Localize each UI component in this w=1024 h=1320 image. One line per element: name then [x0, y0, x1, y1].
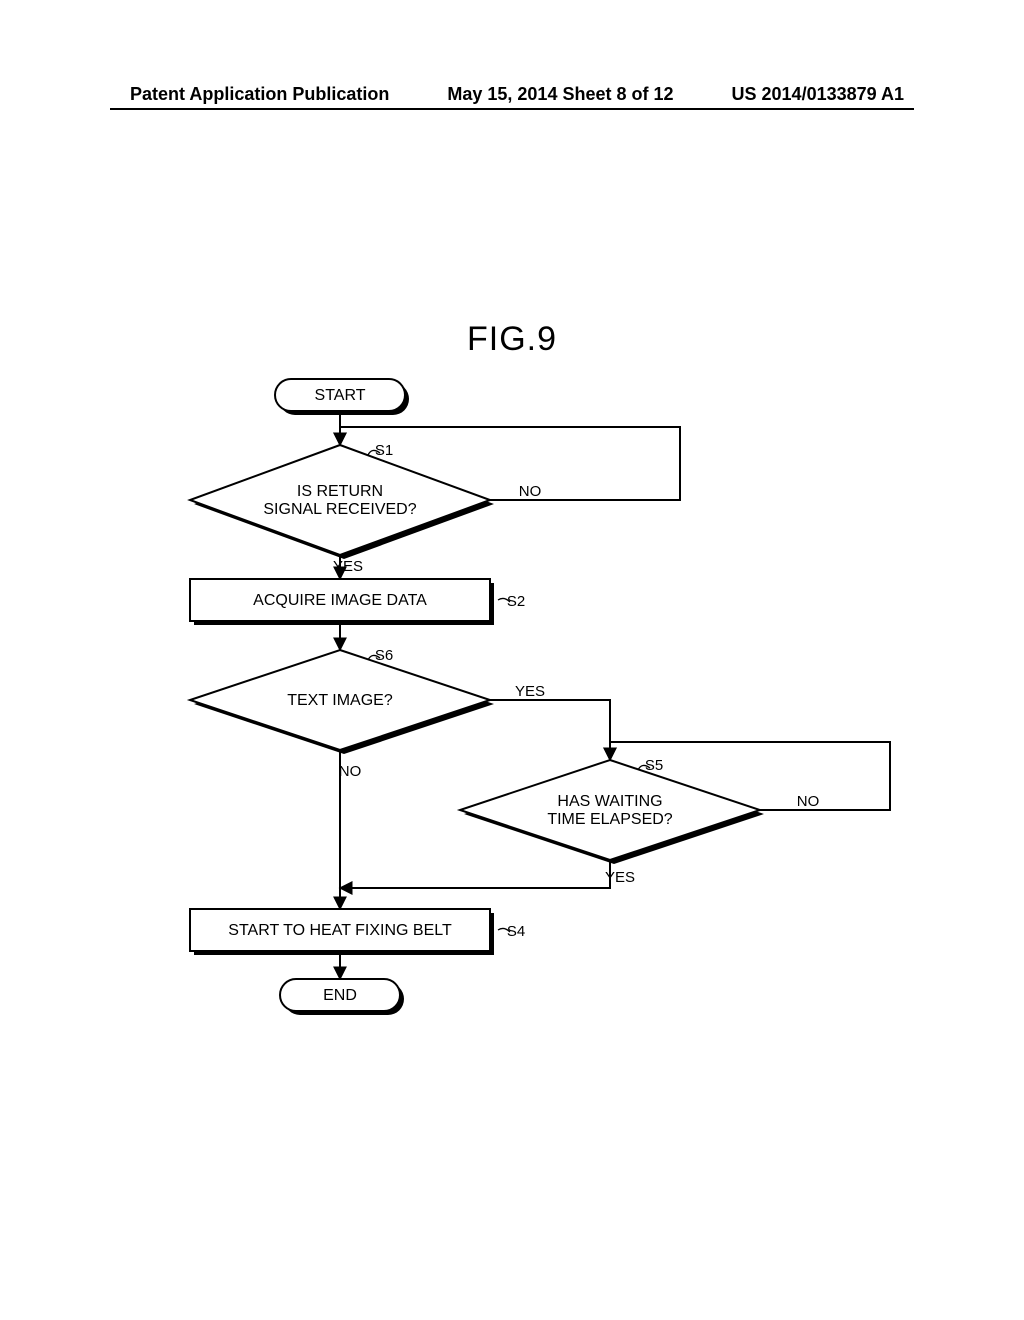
svg-text:S6: S6 [375, 647, 393, 664]
svg-text:TEXT IMAGE?: TEXT IMAGE? [287, 692, 393, 709]
svg-text:IS RETURN: IS RETURN [297, 483, 383, 500]
svg-text:END: END [323, 987, 357, 1004]
svg-text:S5: S5 [645, 757, 663, 774]
header-left: Patent Application Publication [130, 84, 389, 105]
svg-text:YES: YES [605, 869, 635, 886]
header-divider [110, 108, 914, 110]
header-right: US 2014/0133879 A1 [732, 84, 904, 105]
svg-text:START: START [315, 387, 366, 404]
svg-text:HAS WAITING: HAS WAITING [557, 793, 662, 810]
figure-title: FIG.9 [0, 320, 1024, 359]
svg-text:YES: YES [333, 558, 363, 575]
svg-text:S4: S4 [507, 923, 525, 940]
svg-text:NO: NO [797, 793, 820, 810]
page-header: Patent Application Publication May 15, 2… [0, 84, 1024, 105]
header-center: May 15, 2014 Sheet 8 of 12 [447, 84, 673, 105]
svg-text:START TO HEAT FIXING BELT: START TO HEAT FIXING BELT [228, 922, 452, 939]
patent-page: Patent Application Publication May 15, 2… [0, 0, 1024, 1320]
svg-text:YES: YES [515, 683, 545, 700]
svg-text:ACQUIRE IMAGE DATA: ACQUIRE IMAGE DATA [253, 592, 427, 609]
svg-text:TIME ELAPSED?: TIME ELAPSED? [547, 811, 672, 828]
svg-text:SIGNAL RECEIVED?: SIGNAL RECEIVED? [263, 501, 416, 518]
svg-text:NO: NO [519, 483, 542, 500]
svg-text:S1: S1 [375, 442, 393, 459]
svg-text:S2: S2 [507, 593, 525, 610]
svg-text:NO: NO [339, 763, 362, 780]
flowchart-svg: YES NO NO YES NO YES START IS RETURNSIGNAL RECE… [130, 370, 900, 1050]
